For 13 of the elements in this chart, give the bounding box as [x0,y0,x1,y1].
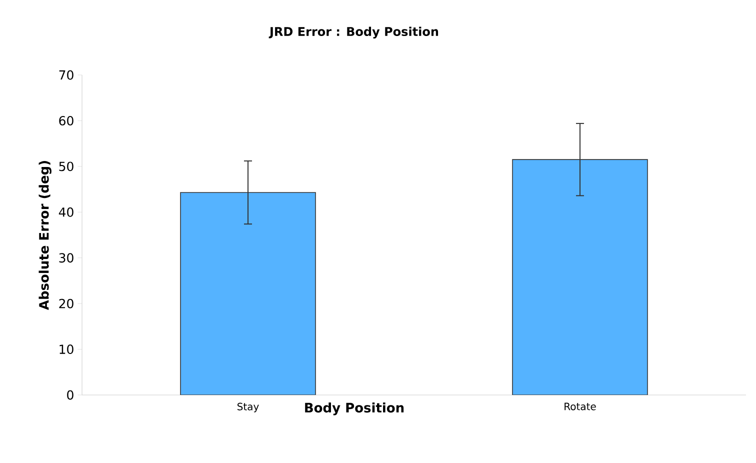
chart-title: JRD Error : Body Position [268,26,438,38]
y-tick-label: 40 [58,207,74,217]
x-tick-label: Rotate [564,402,596,410]
y-axis-title: Absolute Error (deg) [38,161,52,310]
x-tick-label: Stay [238,402,259,412]
y-tick-label: 0 [67,390,74,400]
y-tick-label: 50 [59,162,74,172]
y-tick-label: 70 [59,70,74,80]
y-tick-label: 30 [59,253,74,263]
x-axis-title: Body Position [305,402,404,416]
y-tick-label: 60 [59,116,74,126]
y-tick-label: 10 [60,344,74,354]
y-tick-label: 20 [59,298,74,308]
